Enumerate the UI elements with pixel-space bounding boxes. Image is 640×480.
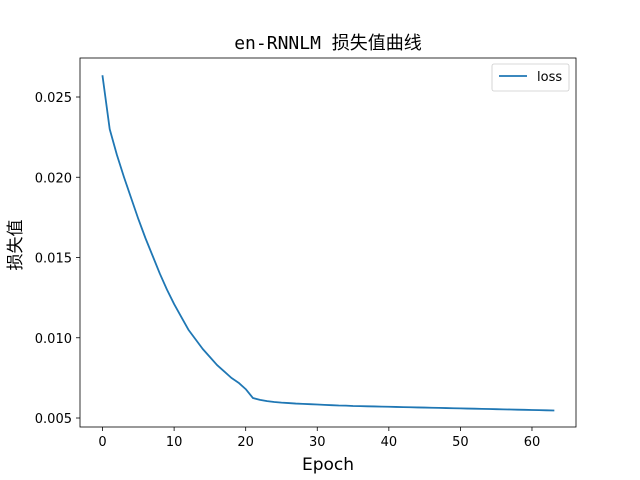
plot-frame [79, 57, 577, 428]
x-axis-ticks: 0 10 20 30 40 50 60 [98, 427, 540, 450]
y-axis-title: 损失值 [6, 220, 26, 271]
chart-title: en-RNNLM 损失值曲线 [234, 33, 422, 54]
x-tick-label: 40 [381, 435, 398, 450]
x-tick-label: 30 [309, 435, 326, 450]
y-tick-label: 0.025 [35, 91, 72, 106]
x-tick-label: 50 [452, 435, 469, 450]
x-axis-title: Epoch [302, 455, 354, 475]
series-line-loss [101, 75, 555, 412]
series-layer [101, 75, 555, 412]
y-tick-label: 0.005 [35, 412, 72, 427]
legend-label-loss: loss [537, 70, 562, 85]
x-tick-label: 20 [237, 435, 254, 450]
y-axis-ticks: 0.005 0.010 0.015 0.020 0.025 [35, 91, 80, 427]
x-tick-label: 60 [524, 435, 541, 450]
x-tick-label: 10 [166, 435, 183, 450]
y-tick-label: 0.010 [35, 332, 72, 347]
legend-box [491, 63, 570, 92]
y-tick-label: 0.020 [35, 171, 72, 186]
legend: loss [491, 63, 570, 92]
y-tick-label: 0.015 [35, 252, 72, 267]
x-tick-label: 0 [98, 435, 106, 450]
